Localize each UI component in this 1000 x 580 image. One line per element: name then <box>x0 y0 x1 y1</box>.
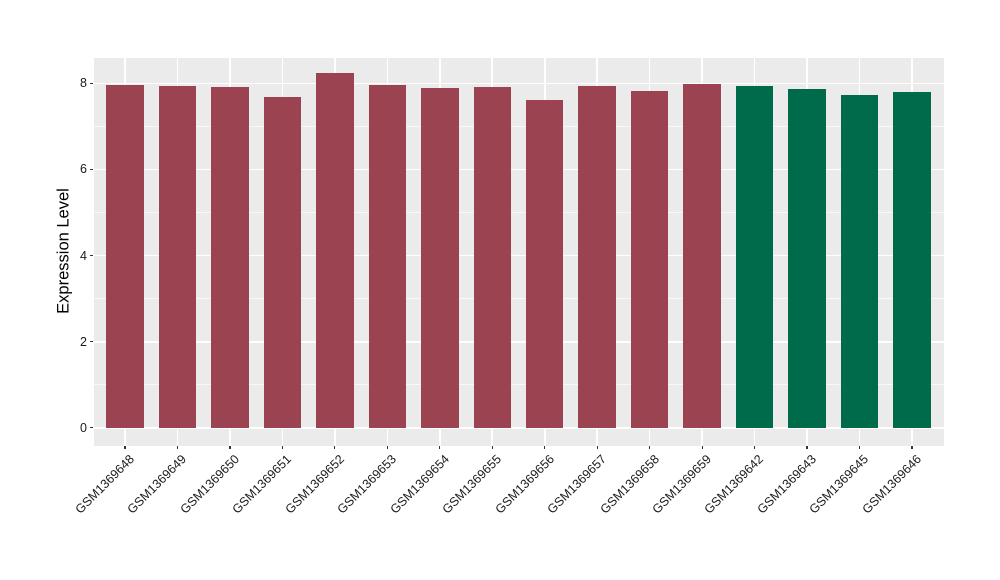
x-tick-mark-GSM1369659 <box>701 445 703 449</box>
x-tick-mark-GSM1369643 <box>806 445 808 449</box>
bar-GSM1369653 <box>368 85 407 428</box>
x-tick-mark-GSM1369653 <box>386 445 388 449</box>
bar-GSM1369648 <box>106 84 144 428</box>
x-tick-mark-GSM1369649 <box>176 445 179 449</box>
y-tick-mark-8 <box>90 82 93 84</box>
y-tick-mark-6 <box>90 168 93 171</box>
bar-GSM1369652 <box>316 73 354 428</box>
y-tick-label-0: 0 <box>80 420 87 435</box>
bar-GSM1369646 <box>893 91 931 428</box>
y-tick-label-8: 8 <box>80 76 87 91</box>
y-tick-mark-0 <box>90 427 93 429</box>
bar-GSM1369645 <box>840 94 879 428</box>
x-tick-mark-GSM1369655 <box>491 445 493 449</box>
y-tick-label-2: 2 <box>80 334 87 349</box>
x-tick-mark-GSM1369646 <box>911 445 913 449</box>
bar-GSM1369659 <box>683 84 721 428</box>
bar-GSM1369643 <box>788 89 826 428</box>
x-tick-mark-GSM1369650 <box>229 445 231 449</box>
x-tick-mark-GSM1369651 <box>281 445 283 449</box>
x-tick-mark-GSM1369657 <box>596 445 598 449</box>
x-tick-mark-GSM1369654 <box>439 445 441 449</box>
bar-GSM1369642 <box>735 86 774 428</box>
bar-GSM1369649 <box>158 85 197 428</box>
x-tick-mark-GSM1369642 <box>754 445 756 449</box>
bar-GSM1369651 <box>263 96 302 428</box>
y-tick-label-4: 4 <box>80 248 87 263</box>
bar-GSM1369655 <box>473 87 511 428</box>
y-tick-mark-2 <box>90 341 93 343</box>
y-axis-title: Expression Level <box>54 188 73 314</box>
bar-GSM1369656 <box>525 100 564 428</box>
bar-GSM1369657 <box>578 86 616 428</box>
x-tick-mark-GSM1369658 <box>649 445 651 449</box>
y-tick-mark-4 <box>90 254 93 257</box>
y-tick-label-6: 6 <box>80 162 87 177</box>
x-tick-mark-GSM1369656 <box>544 445 546 449</box>
x-tick-mark-GSM1369648 <box>124 445 126 449</box>
bar-GSM1369650 <box>211 86 249 428</box>
x-tick-mark-GSM1369652 <box>334 445 336 449</box>
bar-GSM1369654 <box>421 88 459 428</box>
plot-panel <box>93 57 944 446</box>
major-gridline-y-8 <box>93 82 944 85</box>
x-tick-mark-GSM1369645 <box>858 445 861 449</box>
bar-GSM1369658 <box>630 91 669 428</box>
